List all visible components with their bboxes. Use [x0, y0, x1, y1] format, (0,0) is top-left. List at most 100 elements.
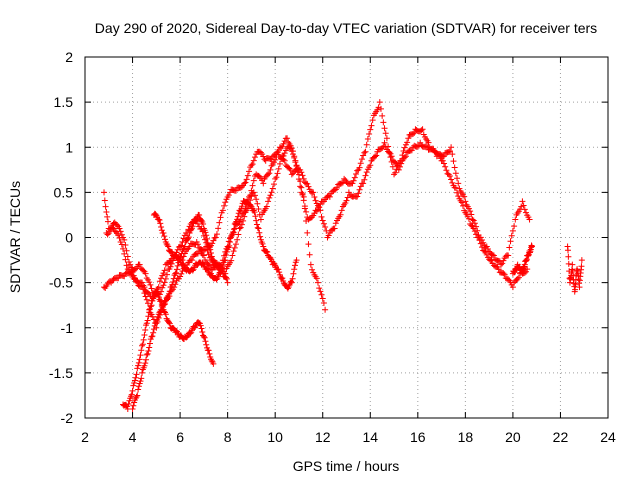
data-point-interp	[499, 260, 506, 267]
data-point-interp	[173, 266, 180, 273]
data-point-interp	[266, 194, 273, 201]
data-point-interp	[249, 182, 256, 189]
data-point-interp	[320, 220, 327, 227]
data-point-interp	[316, 285, 323, 292]
data-point-interp	[286, 165, 293, 172]
data-point	[284, 135, 291, 142]
data-point-interp	[280, 140, 287, 147]
data-point	[255, 225, 262, 232]
data-point-interp	[290, 270, 297, 277]
data-point-interp	[118, 231, 125, 238]
data-point	[248, 162, 255, 169]
data-point	[227, 239, 234, 246]
data-point-interp	[251, 154, 258, 161]
data-point-interp	[483, 251, 490, 258]
data-point-interp	[332, 220, 339, 227]
data-point-interp	[343, 197, 350, 204]
data-point-interp	[271, 260, 278, 267]
data-point-interp	[264, 249, 271, 256]
data-point	[331, 225, 338, 232]
data-point-interp	[124, 253, 131, 260]
x-tick-label: 10	[267, 429, 283, 445]
data-point-interp	[174, 262, 181, 269]
data-point-interp	[338, 180, 345, 187]
data-point-interp	[288, 148, 295, 155]
data-point-interp	[439, 157, 446, 164]
data-point-interp	[197, 322, 204, 329]
data-point-interp	[173, 269, 180, 276]
data-point	[524, 266, 531, 273]
data-point-interp	[306, 251, 313, 258]
data-point-interp	[141, 290, 148, 297]
data-point-interp	[295, 171, 302, 178]
data-point-interp	[132, 374, 139, 381]
data-point-interp	[161, 279, 168, 286]
data-point-interp	[312, 197, 319, 204]
data-point-interp	[471, 228, 478, 235]
data-point	[481, 248, 488, 255]
data-point	[181, 243, 188, 250]
data-point-interp	[520, 202, 527, 209]
data-point-interp	[121, 236, 128, 243]
data-point-interp	[461, 193, 468, 200]
data-point-interp	[274, 170, 281, 177]
data-point	[388, 153, 395, 160]
data-point-interp	[357, 160, 364, 167]
data-point-interp	[140, 286, 147, 293]
data-point-interp	[299, 190, 306, 197]
data-point-interp	[168, 260, 175, 267]
data-point-interp	[202, 229, 209, 236]
data-point-interp	[418, 127, 425, 134]
data-point	[402, 153, 409, 160]
data-point-interp	[379, 112, 386, 119]
data-point-interp	[506, 244, 513, 251]
data-point	[139, 279, 146, 286]
data-point-interp	[319, 295, 326, 302]
data-point-interp	[401, 144, 408, 151]
data-point-interp	[361, 176, 368, 183]
data-point-interp	[165, 290, 172, 297]
data-point	[260, 180, 267, 187]
data-point-interp	[130, 382, 137, 389]
data-point-interp	[185, 235, 192, 242]
data-point	[224, 279, 231, 286]
data-point-interp	[364, 135, 371, 142]
data-point	[286, 144, 293, 151]
data-point-interp	[221, 202, 228, 209]
data-point-interp	[511, 223, 518, 230]
data-point-interp	[303, 217, 310, 224]
data-point-interp	[250, 177, 257, 184]
data-point	[307, 261, 314, 268]
data-point-interp	[117, 228, 124, 235]
data-point-interp	[178, 270, 185, 277]
data-point-interp	[353, 171, 360, 178]
data-point-interp	[121, 273, 128, 280]
data-point-interp	[173, 328, 180, 335]
data-point-interp	[423, 143, 430, 150]
data-point-interp	[266, 170, 273, 177]
data-point-interp	[467, 208, 474, 215]
data-point-interp	[232, 219, 239, 226]
data-point-interp	[138, 347, 145, 354]
data-point-interp	[465, 215, 472, 222]
data-point	[188, 257, 195, 264]
data-point-interp	[125, 400, 132, 407]
data-point-interp	[200, 220, 207, 227]
data-point	[162, 297, 169, 304]
data-point-interp	[136, 356, 143, 363]
data-point	[172, 270, 179, 277]
data-point	[288, 171, 295, 178]
data-point-interp	[123, 247, 130, 254]
data-point-interp	[161, 233, 168, 240]
data-point-interp	[443, 167, 450, 174]
data-point-interp	[150, 326, 157, 333]
data-point-interp	[299, 172, 306, 179]
data-point	[134, 365, 141, 372]
data-point-interp	[125, 258, 132, 265]
data-point	[333, 184, 340, 191]
data-point	[143, 351, 150, 358]
data-point-interp	[156, 217, 163, 224]
data-point-interp	[135, 359, 142, 366]
data-point-interp	[244, 172, 251, 179]
data-point-interp	[454, 189, 461, 196]
